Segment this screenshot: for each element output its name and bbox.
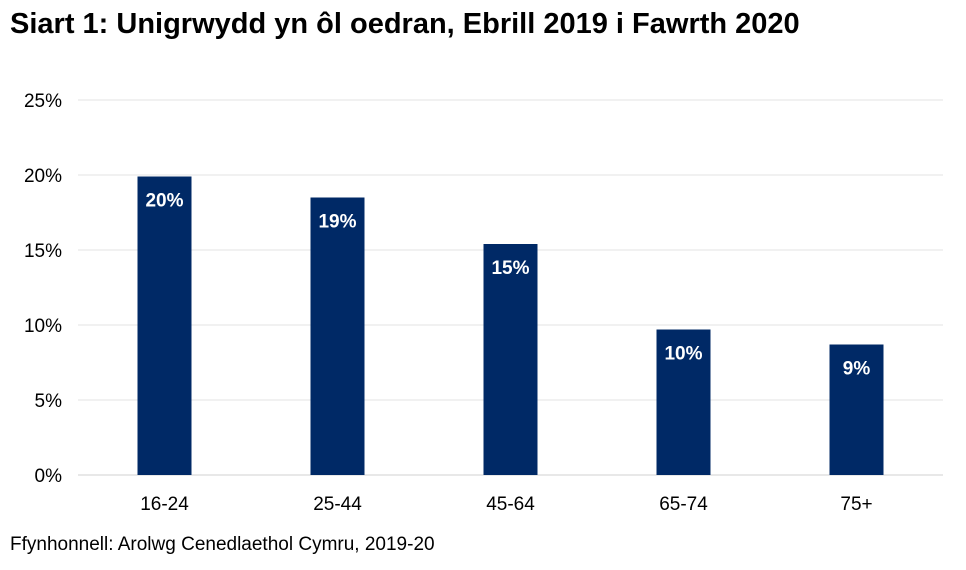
x-tick-label: 65-74 xyxy=(659,494,708,515)
y-tick-label: 0% xyxy=(35,466,63,487)
bar-16-24 xyxy=(137,176,192,475)
chart-title: Siart 1: Unigrwydd yn ôl oedran, Ebrill … xyxy=(10,8,800,40)
data-label: 19% xyxy=(318,212,356,233)
data-label: 20% xyxy=(145,191,183,212)
y-tick-label: 5% xyxy=(35,391,63,412)
y-tick-label: 10% xyxy=(24,316,62,337)
source-note: Ffynhonnell: Arolwg Cenedlaethol Cymru, … xyxy=(10,534,435,555)
x-tick-label: 75+ xyxy=(840,494,872,515)
x-tick-label: 45-64 xyxy=(486,494,535,515)
y-tick-label: 15% xyxy=(24,241,62,262)
data-label: 10% xyxy=(664,344,702,365)
data-label: 15% xyxy=(491,258,529,279)
bar-75+ xyxy=(829,344,884,475)
bar-45-64 xyxy=(483,244,538,475)
y-tick-label: 25% xyxy=(24,91,62,112)
data-label: 9% xyxy=(843,359,871,380)
y-tick-label: 20% xyxy=(24,166,62,187)
bar-25-44 xyxy=(310,197,365,475)
bar-65-74 xyxy=(656,329,711,475)
x-tick-label: 16-24 xyxy=(140,494,189,515)
x-tick-label: 25-44 xyxy=(313,494,362,515)
